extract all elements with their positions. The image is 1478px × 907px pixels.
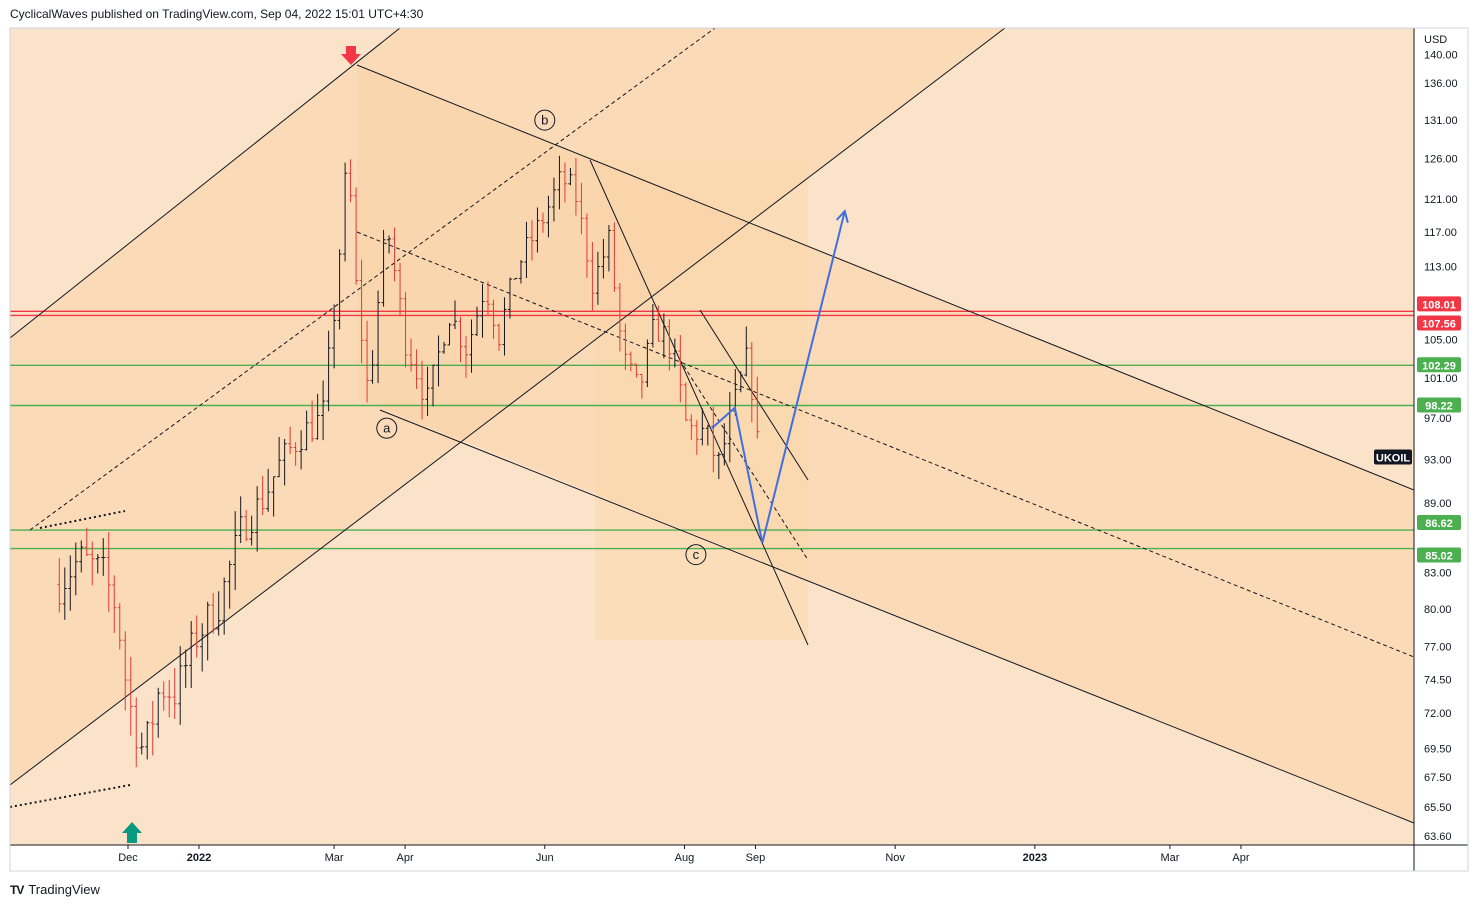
price-tick-label: 80.00 <box>1424 604 1452 616</box>
price-level-tag-bg <box>1417 357 1461 373</box>
price-level-tag-bg <box>1417 296 1461 312</box>
projection-arrowhead <box>835 209 849 224</box>
price-tick-label: 89.00 <box>1424 498 1452 510</box>
price-tick-label: 136.00 <box>1424 78 1458 90</box>
horizontal-levels <box>10 310 1414 550</box>
price-tick-label: 72.00 <box>1424 708 1452 720</box>
price-tick-label: 67.50 <box>1424 772 1452 784</box>
time-tick-label: 2023 <box>1023 852 1047 864</box>
price-level-tag-bg <box>1417 547 1461 563</box>
trend-lines <box>10 28 1414 824</box>
ascending-channel-median <box>29 28 716 531</box>
wave-label-circle <box>685 544 707 566</box>
wave-c-inner <box>699 309 809 481</box>
projection-path <box>711 209 849 544</box>
time-tick-label: 2022 <box>187 852 211 864</box>
price-tick-label: 74.50 <box>1424 674 1452 686</box>
ascending-channel-lower <box>10 28 1006 786</box>
wave-label-circle <box>376 417 398 439</box>
price-tick-label: 93.00 <box>1424 455 1452 467</box>
price-level-tag-bg <box>1417 515 1461 531</box>
wave-label-circle <box>534 109 556 131</box>
price-level-tag: 86.62 <box>1425 518 1453 530</box>
price-tick-label: 101.00 <box>1424 373 1458 385</box>
price-level-tag: 108.01 <box>1422 299 1456 311</box>
price-level-tag: 107.56 <box>1422 318 1456 330</box>
price-level-tag-bg <box>1417 315 1461 331</box>
time-tick-label: Jun <box>536 852 554 864</box>
wave-c-upper <box>589 159 809 646</box>
time-tick-label: Apr <box>397 852 414 864</box>
price-tick-label: 63.60 <box>1424 831 1452 843</box>
tradingview-logo-icon: TV <box>10 882 24 897</box>
symbol-tag: UKOIL <box>1376 452 1411 464</box>
descending-channel-lower <box>379 409 1414 824</box>
chart-markers <box>122 46 361 843</box>
price-tick-label: 105.00 <box>1424 334 1458 346</box>
price-level-tag: 98.22 <box>1425 401 1453 413</box>
price-tick-label: 65.50 <box>1424 802 1452 814</box>
footer-text: TradingView <box>28 882 100 897</box>
axes: USD 140.00 136.00 131.00 126.00 121.00 117.00 1… <box>9 27 1469 872</box>
price-tick-label: 69.50 <box>1424 743 1452 755</box>
time-tick-label: Nov <box>885 852 905 864</box>
time-tick-label: Sep <box>746 852 766 864</box>
descending-channel-median <box>356 231 1414 658</box>
time-tick-label: Mar <box>325 852 344 864</box>
price-tick-label: 121.00 <box>1424 194 1458 206</box>
projection-line <box>711 210 846 544</box>
currency-label: USD <box>1424 34 1447 46</box>
price-level-tag: 102.29 <box>1422 360 1456 372</box>
wave-label-a: a <box>383 421 391 436</box>
price-tick-label: 126.00 <box>1424 154 1458 166</box>
support-dotted-line <box>10 784 131 808</box>
tradingview-footer: TV TradingView <box>10 882 100 897</box>
price-tick-label: 117.00 <box>1424 227 1457 239</box>
price-tick-label: 83.00 <box>1424 567 1452 579</box>
time-tick-label: Apr <box>1232 852 1249 864</box>
price-level-tag: 85.02 <box>1425 551 1453 563</box>
publish-header: CyclicalWaves published on TradingView.c… <box>10 7 424 21</box>
descending-channel-upper <box>356 64 1414 491</box>
wave-labels: a b c <box>376 109 707 566</box>
price-level-tag-bg <box>1417 397 1461 413</box>
time-tick-label: Aug <box>675 852 695 864</box>
chart-frame <box>9 27 1469 872</box>
candles <box>57 155 760 768</box>
price-tags: 108.01 107.56 102.29 98.22 86.62 85.02 UKOIL <box>1374 296 1461 563</box>
price-tick-label: 97.00 <box>1424 413 1452 425</box>
price-tick-label: 140.00 <box>1424 49 1458 61</box>
symbol-tag-bg <box>1374 449 1412 465</box>
bottom-up-arrow-icon <box>122 822 142 843</box>
wave-c-dashed <box>679 359 809 561</box>
wave-label-b: b <box>541 113 548 128</box>
peak-down-arrow-icon <box>341 46 361 65</box>
price-tick-label: 77.00 <box>1424 642 1452 654</box>
price-tick-label: 131.00 <box>1424 115 1458 127</box>
time-tick-label: Mar <box>1160 852 1179 864</box>
price-tick-label: 113.00 <box>1424 262 1457 274</box>
correction-box-fill <box>595 160 808 640</box>
ascending-channel-upper <box>10 28 401 339</box>
time-tick-label: Dec <box>118 852 138 864</box>
wave-label-c: c <box>693 547 700 562</box>
